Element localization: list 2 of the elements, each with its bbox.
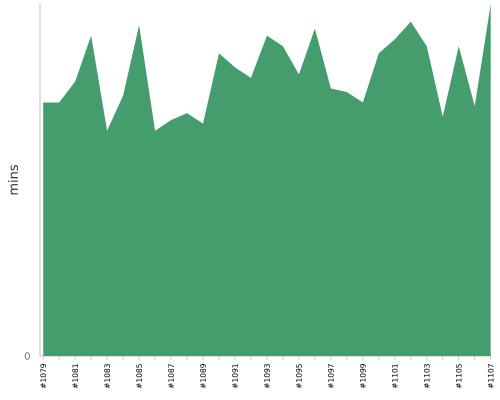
y-axis-title: mins	[8, 165, 18, 194]
text: 0	[24, 352, 30, 360]
